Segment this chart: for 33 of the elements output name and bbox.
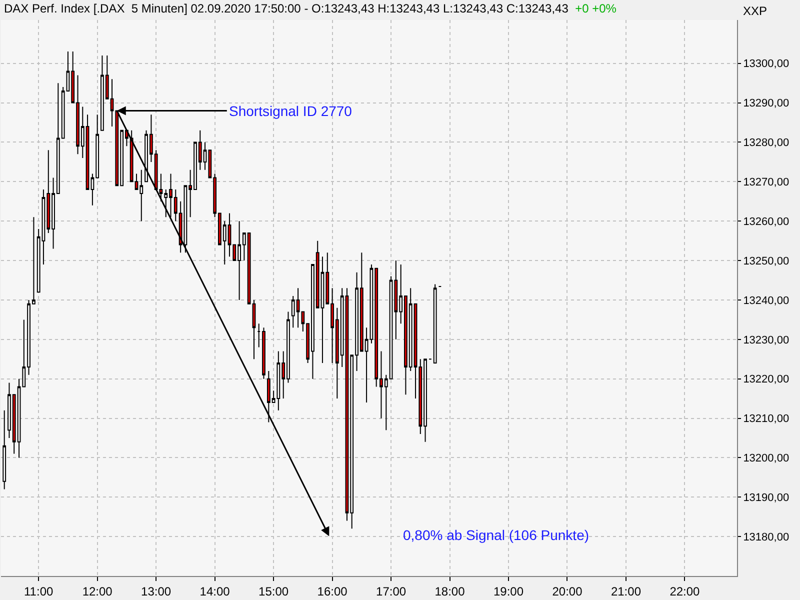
y-tick-label: 13270,00 — [743, 176, 790, 189]
y-tick-label: 13220,00 — [743, 374, 790, 386]
candlestick — [433, 284, 437, 364]
x-tick-label: 11:00 — [24, 584, 54, 598]
x-tick-label: 17:00 — [376, 584, 406, 598]
y-tick-label: 13280,00 — [743, 137, 790, 150]
y-tick-label: 13210,00 — [743, 413, 790, 426]
y-tick-label: 13230,00 — [743, 334, 790, 346]
y-tick-label: 13200,00 — [743, 452, 790, 465]
y-tick-label: 13250,00 — [743, 255, 790, 268]
y-tick-label: 13260,00 — [743, 216, 790, 228]
x-tick-label: 16:00 — [317, 584, 348, 598]
x-tick-label: 13:00 — [141, 584, 172, 598]
chart-title: DAX Perf. Index [.DAX 5 Minuten] 02.09.2020 17:50:00 - O:13243,43 H:13243,43 L:13243,43 C:13243,43 — [4, 2, 568, 16]
y-tick-label: 13300,00 — [743, 58, 790, 70]
x-tick-label: 19:00 — [493, 584, 524, 598]
x-tick-label: 14:00 — [200, 584, 230, 598]
y-tick-label: 13240,00 — [743, 294, 790, 307]
x-tick-label: 22:00 — [670, 584, 700, 598]
y-tick-label: 13190,00 — [743, 492, 790, 504]
x-tick-label: 12:00 — [82, 584, 113, 598]
y-tick-label: 13290,00 — [743, 98, 790, 110]
annotation: Shortsignal ID 2770 — [229, 103, 352, 119]
x-tick-label: 21:00 — [610, 584, 642, 598]
x-tick-label: 18:00 — [434, 584, 466, 598]
y-tick-label: 13180,00 — [743, 531, 790, 544]
chart-subtitle: +0 +0% — [575, 2, 617, 16]
candlestick — [262, 327, 266, 380]
x-tick-label: 15:00 — [258, 584, 289, 598]
text: XXP — [743, 4, 768, 18]
annotation: 0,80% ab Signal (106 Punkte) — [403, 527, 590, 543]
candlestick — [257, 323, 261, 348]
x-tick-label: 20:00 — [552, 584, 583, 598]
